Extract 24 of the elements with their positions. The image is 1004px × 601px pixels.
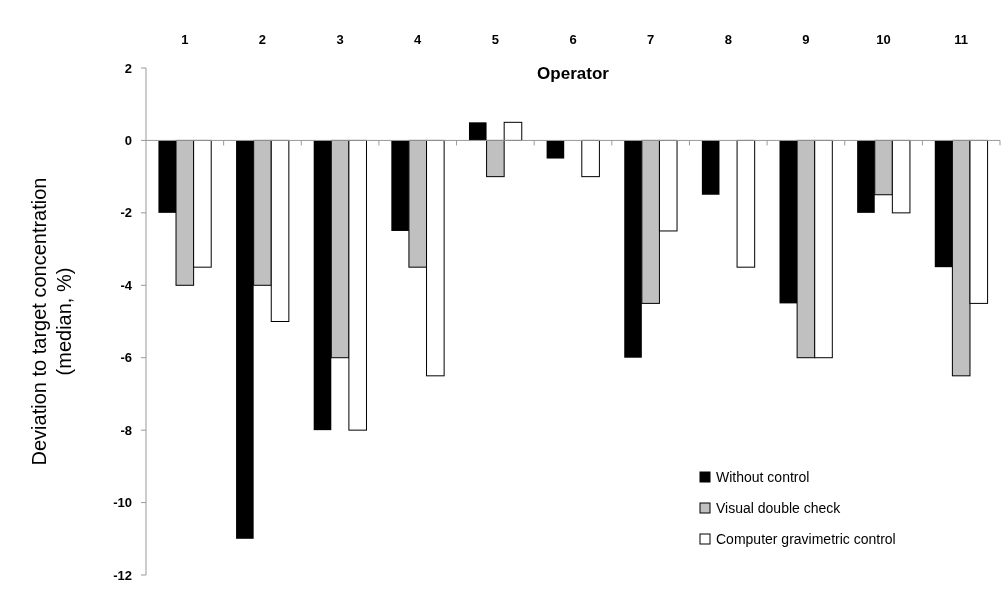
x-tick-label: 6: [569, 32, 577, 47]
x-tick-label: 11: [954, 32, 969, 47]
legend-label: Computer gravimetric control: [716, 530, 896, 547]
x-tick-label: 3: [336, 32, 344, 47]
legend-label: Visual double check: [716, 499, 842, 516]
x-tick-label: 10: [876, 32, 891, 47]
x-tick-label: 2: [258, 32, 267, 47]
y-tick-label: -2: [120, 205, 132, 221]
y-tick-label: 0: [124, 132, 132, 148]
legend-label: Without control: [716, 468, 810, 485]
x-axis-title: Operator: [537, 64, 610, 83]
y-tick-label: -4: [120, 277, 133, 293]
x-tick-label: 5: [491, 32, 499, 47]
y-axis-title: Deviation to target concentration (median, %): [28, 177, 75, 466]
y-tick-label: 2: [124, 60, 132, 76]
y-tick-label: -12: [113, 567, 132, 583]
y-tick-label: -10: [113, 495, 132, 511]
y-tick-label: -6: [120, 350, 132, 366]
x-tick-label: 9: [802, 32, 810, 47]
y-tick-label: -8: [120, 422, 132, 438]
x-tick-label: 1: [181, 32, 189, 47]
x-tick-label: 8: [724, 32, 732, 47]
x-tick-label: 4: [414, 32, 423, 47]
x-tick-label: 7: [647, 32, 655, 47]
